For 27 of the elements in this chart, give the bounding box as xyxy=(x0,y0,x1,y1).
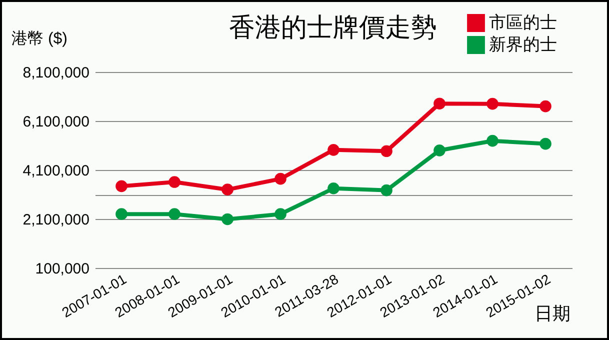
point xyxy=(222,184,234,196)
point xyxy=(116,208,128,220)
legend-label: 新界的士 xyxy=(489,35,557,54)
point xyxy=(540,100,552,112)
y-tick-label: 2,100,000 xyxy=(22,212,90,228)
point xyxy=(434,144,446,156)
chart-title: 香港的士牌價走勢 xyxy=(229,12,437,42)
point xyxy=(168,208,180,220)
y-tick-label: 100,000 xyxy=(35,260,90,278)
legend-label: 市區的士 xyxy=(489,13,557,32)
y-tick-label: 4,100,000 xyxy=(22,162,90,180)
point xyxy=(274,208,286,220)
point xyxy=(168,176,180,188)
point xyxy=(380,184,392,196)
point xyxy=(540,138,552,150)
point xyxy=(328,144,340,156)
point xyxy=(274,172,286,185)
point xyxy=(328,182,340,194)
point xyxy=(116,180,128,192)
point xyxy=(486,134,498,147)
point xyxy=(434,98,446,110)
point xyxy=(486,98,498,110)
y-tick-label: 6,100,000 xyxy=(22,114,90,130)
y-tick-label: 8,100,000 xyxy=(22,64,90,82)
point xyxy=(380,145,392,158)
y-axis-title: 港幣 ($) xyxy=(12,30,68,48)
point xyxy=(222,213,234,226)
